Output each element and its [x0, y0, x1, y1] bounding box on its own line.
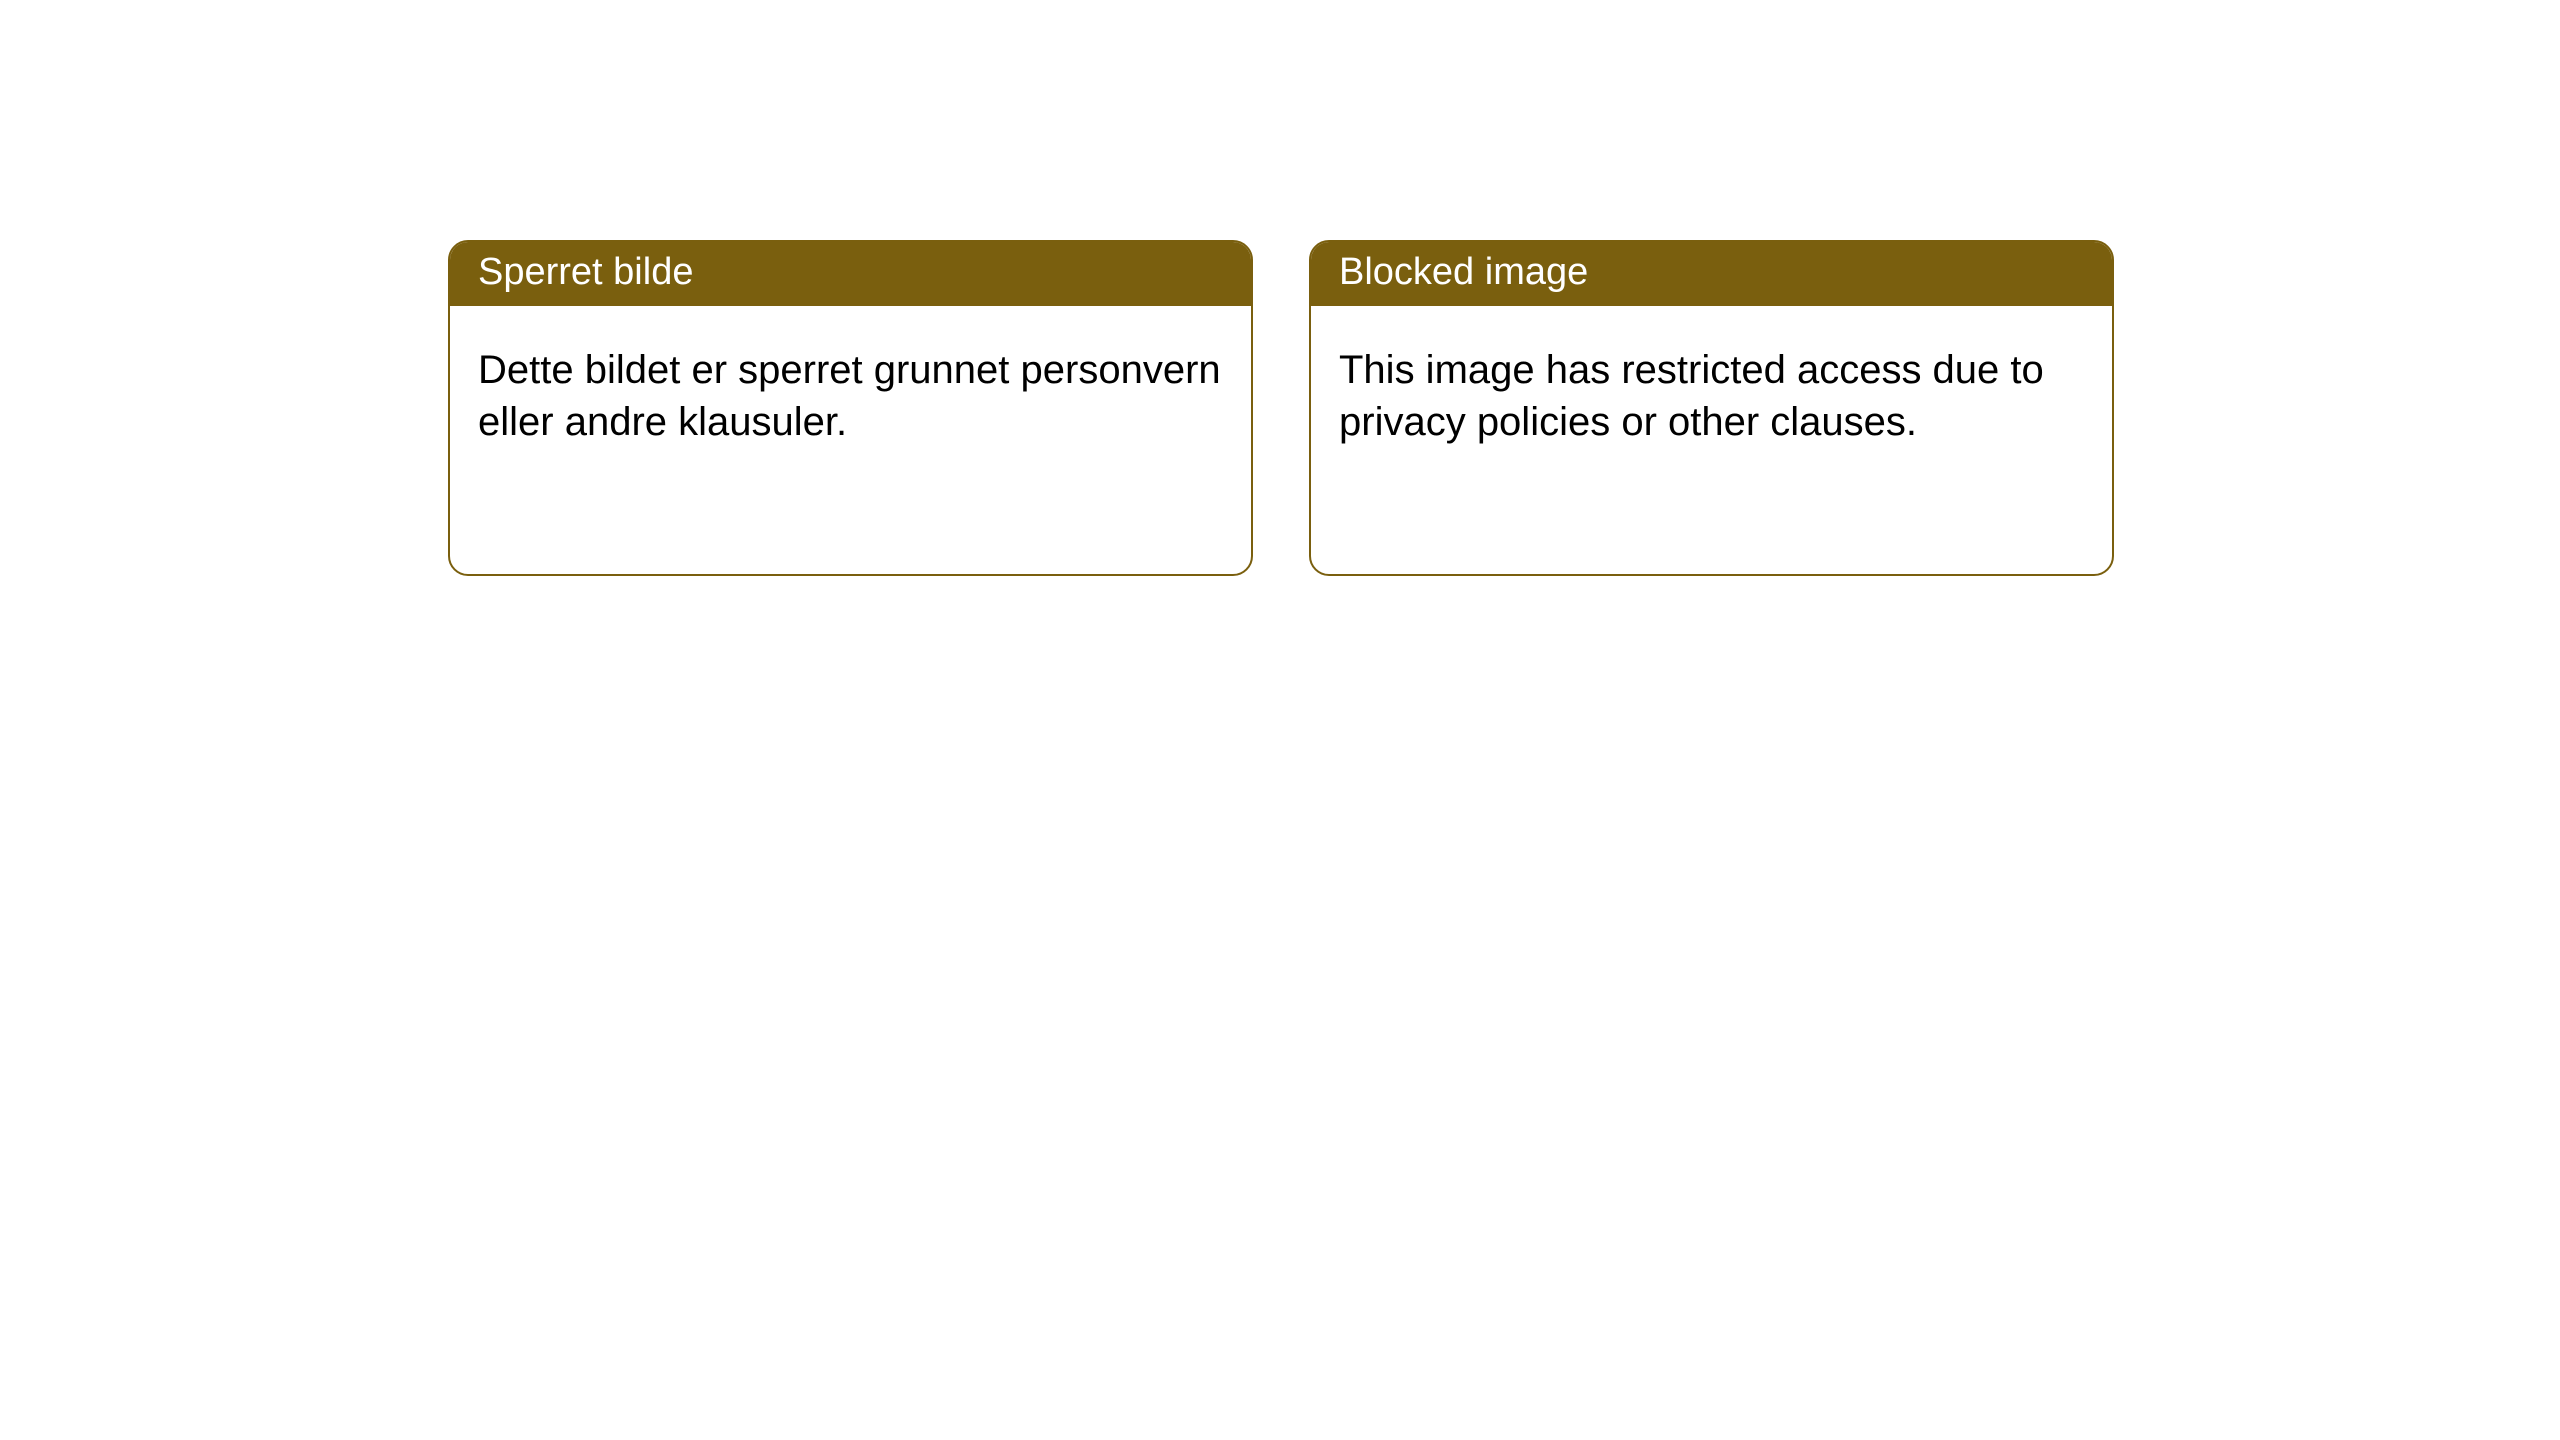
card-title: Blocked image [1311, 242, 2112, 306]
card-body-text: Dette bildet er sperret grunnet personve… [450, 306, 1251, 476]
card-body-text: This image has restricted access due to … [1311, 306, 2112, 476]
card-title: Sperret bilde [450, 242, 1251, 306]
blocked-image-card-en: Blocked image This image has restricted … [1309, 240, 2114, 576]
cards-container: Sperret bilde Dette bildet er sperret gr… [0, 0, 2560, 576]
blocked-image-card-no: Sperret bilde Dette bildet er sperret gr… [448, 240, 1253, 576]
